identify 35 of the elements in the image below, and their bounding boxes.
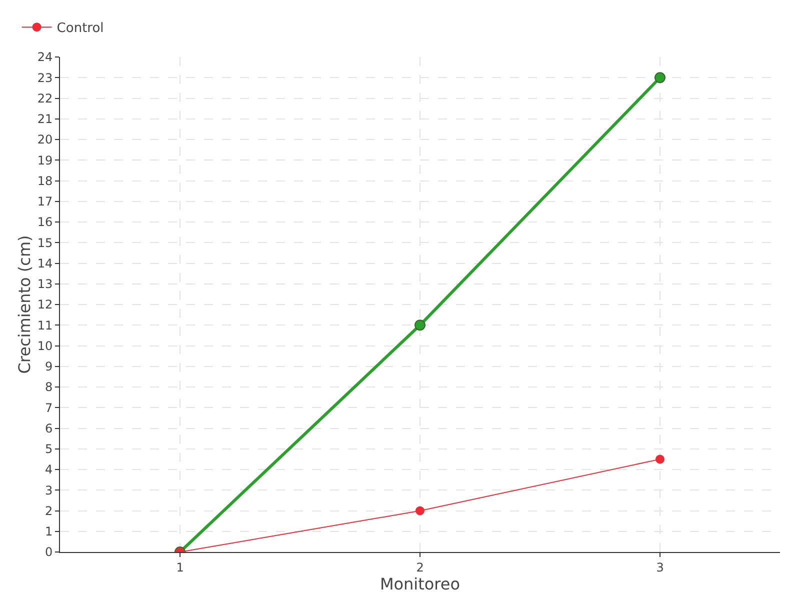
y-tick-label: 18 [37, 174, 53, 188]
y-tick-label: 5 [44, 442, 53, 456]
y-tick-label: 20 [37, 132, 53, 147]
y-tick-label: 15 [37, 236, 53, 250]
y-tick-label: 8 [44, 380, 53, 394]
y-tick-label: 7 [44, 400, 53, 415]
y-tick-label: 17 [37, 194, 53, 209]
y-tick-label: 6 [44, 421, 53, 436]
point [414, 320, 426, 331]
y-tick-label: 0 [44, 545, 53, 560]
y-tick-label: 11 [37, 318, 53, 332]
y-tick-label: 9 [44, 360, 53, 374]
y-tick-label: 13 [37, 277, 53, 292]
y-tick-label: 22 [37, 91, 53, 106]
y-tick-label: 2 [44, 504, 53, 518]
y-tick-label: 16 [37, 215, 53, 230]
x-tick-label: 1 [176, 560, 184, 574]
x-axis-title: Monitoreo [380, 574, 460, 594]
y-tick-label: 3 [44, 483, 53, 498]
y-tick-label: 10 [37, 338, 53, 353]
legend-label: Control [56, 21, 104, 36]
y-tick-label: 21 [37, 112, 53, 126]
y-tick-label: 19 [37, 153, 53, 168]
point [656, 454, 664, 464]
y-tick-label: 4 [44, 462, 53, 477]
x-tick-label: 2 [416, 560, 424, 574]
y-tick-label: 1 [44, 524, 53, 539]
point [654, 72, 666, 84]
x-tick-label: 3 [656, 560, 664, 574]
y-tick-label: 14 [37, 256, 53, 270]
y-tick-label: 23 [37, 70, 53, 85]
y-tick-label: 12 [37, 298, 53, 312]
y-tick-label: 24 [37, 50, 53, 64]
y-axis-title: Crecimiento (cm) [15, 235, 34, 374]
point [416, 506, 424, 516]
